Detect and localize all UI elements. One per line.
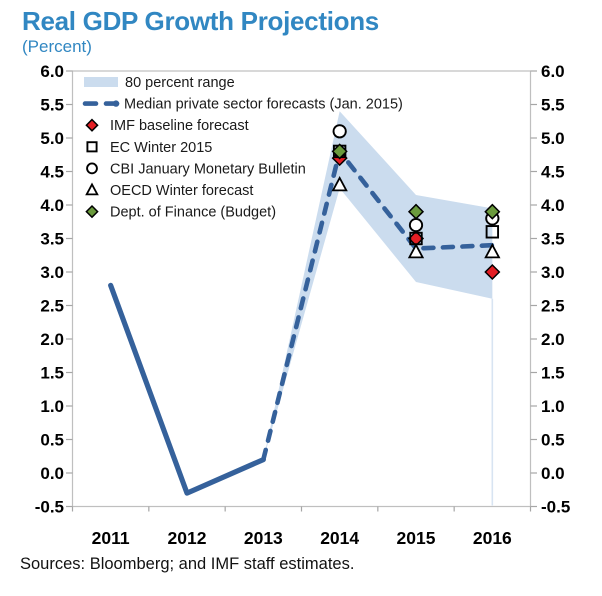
marker-triangle bbox=[484, 242, 501, 259]
marker-diamond-green bbox=[407, 203, 425, 220]
legend-item-oecd-winter-forecast: OECD Winter forecast bbox=[85, 182, 253, 199]
marker-square bbox=[86, 141, 98, 153]
legend-label: OECD Winter forecast bbox=[110, 183, 253, 199]
x-axis-tick-label: 2015 bbox=[397, 528, 436, 548]
legend-label: IMF baseline forecast bbox=[110, 118, 249, 134]
marker-diamond-green bbox=[85, 204, 99, 219]
chart-legend: 80 percent range Median private sector fo… bbox=[82, 75, 403, 221]
actual-gdp-series bbox=[108, 282, 266, 496]
legend-item-cbi-january-monetary-bulletin: CBI January Monetary Bulletin bbox=[86, 161, 306, 177]
y-axis-tick-label: 3.5 bbox=[541, 230, 565, 249]
y-axis-tick-label: 3.0 bbox=[40, 263, 64, 282]
marker-square bbox=[485, 225, 500, 239]
y-axis-tick-label: 1.0 bbox=[40, 397, 64, 416]
x-axis-tick-label: 2016 bbox=[473, 528, 512, 548]
legend-label: EC Winter 2015 bbox=[110, 140, 212, 156]
y-axis-tick-label: 0.0 bbox=[541, 464, 565, 483]
marker-diamond-green bbox=[331, 143, 348, 160]
y-axis-tick-label: 6.0 bbox=[40, 62, 64, 81]
series-imf-baseline-forecast bbox=[331, 150, 501, 281]
y-axis-tick-label: 5.0 bbox=[40, 129, 64, 148]
legend-label: Median private sector forecasts (Jan. 20… bbox=[124, 97, 403, 113]
legend-line-dot bbox=[112, 100, 120, 107]
chart-subtitle: (Percent) bbox=[22, 37, 92, 56]
y-axis-tick-label: 4.5 bbox=[40, 163, 64, 182]
x-axis: 2011 2012 2013 2014 2015 2016 bbox=[71, 506, 532, 548]
marker-diamond-green bbox=[484, 203, 501, 220]
y-axis-tick-label: 5.5 bbox=[541, 96, 565, 115]
legend-label: 80 percent range bbox=[125, 75, 235, 91]
band-area bbox=[263, 111, 493, 460]
x-axis-tick-label: 2013 bbox=[244, 528, 283, 548]
legend-label: Dept. of Finance (Budget) bbox=[110, 205, 276, 221]
y-axis-tick-label: -0.5 bbox=[541, 498, 570, 517]
marker-circle bbox=[332, 124, 347, 139]
y-axis-tick-label: 1.0 bbox=[541, 397, 565, 416]
x-axis-tick-label: 2014 bbox=[320, 528, 359, 548]
marker-circle bbox=[86, 162, 98, 175]
legend-label: CBI January Monetary Bulletin bbox=[110, 161, 306, 177]
marker-triangle bbox=[85, 182, 99, 196]
y-axis-tick-label: 4.5 bbox=[541, 163, 565, 182]
x-axis-tick-label: 2011 bbox=[92, 528, 130, 548]
legend-band-swatch bbox=[84, 77, 118, 87]
marker-triangle bbox=[331, 175, 348, 192]
y-axis-tick-label: 4.0 bbox=[40, 196, 64, 215]
legend-item-imf-baseline-forecast: IMF baseline forecast bbox=[85, 118, 249, 134]
series-dept-of-finance-budget- bbox=[331, 143, 501, 220]
y-axis-tick-label: 6.0 bbox=[541, 62, 565, 81]
y-axis-tick-label: 1.5 bbox=[40, 364, 64, 383]
y-axis-tick-label: 5.5 bbox=[40, 96, 64, 115]
legend-item-median-private-sector-forecasts-jan-2015: Median private sector forecasts (Jan. 20… bbox=[82, 97, 403, 113]
legend-item-80-percent-range: 80 percent range bbox=[84, 75, 235, 91]
y-axis-tick-label: -0.5 bbox=[35, 498, 64, 517]
marker-triangle bbox=[407, 242, 425, 259]
y-axis-left: 6.0 5.5 5.0 4.5 4.0 3.5 3.0 2.5 2.0 1.5 1.0 0.5 0.0 -… bbox=[35, 62, 73, 517]
x-axis-tick-label: 2012 bbox=[168, 528, 207, 548]
sources-note: Sources: Bloomberg; and IMF staff estima… bbox=[20, 555, 355, 573]
y-axis-tick-label: 5.0 bbox=[541, 129, 565, 148]
median-forecast-line bbox=[261, 149, 495, 462]
y-axis-tick-label: 2.5 bbox=[40, 297, 64, 316]
median-forecast-series bbox=[261, 149, 495, 462]
y-axis-right: 6.0 5.5 5.0 4.5 4.0 3.5 3.0 2.5 2.0 1.5 1.0 0.5 0.0 -… bbox=[530, 62, 570, 517]
y-axis-tick-label: 1.5 bbox=[541, 364, 565, 383]
y-axis-tick-label: 2.0 bbox=[541, 330, 565, 349]
y-axis-tick-label: 2.5 bbox=[541, 297, 565, 316]
actual-gdp-line bbox=[108, 282, 266, 496]
y-axis-tick-label: 0.5 bbox=[541, 431, 565, 450]
y-axis-tick-label: 4.0 bbox=[541, 196, 565, 215]
series-oecd-winter-forecast bbox=[331, 175, 501, 259]
y-axis-tick-label: 0.0 bbox=[40, 464, 64, 483]
y-axis-tick-label: 2.0 bbox=[40, 330, 64, 349]
chart-title: Real GDP Growth Projections bbox=[22, 6, 379, 36]
y-axis-tick-label: 0.5 bbox=[40, 431, 64, 450]
legend-item-dept-of-finance-budget: Dept. of Finance (Budget) bbox=[85, 204, 276, 221]
y-axis-tick-label: 3.5 bbox=[40, 230, 64, 249]
band-80-percent-range bbox=[263, 111, 494, 506]
marker-diamond-red bbox=[484, 263, 501, 281]
marker-circle bbox=[408, 217, 424, 233]
y-axis-tick-label: 3.0 bbox=[541, 263, 565, 282]
legend-item-ec-winter-2015: EC Winter 2015 bbox=[86, 140, 212, 156]
marker-diamond-red bbox=[85, 118, 99, 132]
